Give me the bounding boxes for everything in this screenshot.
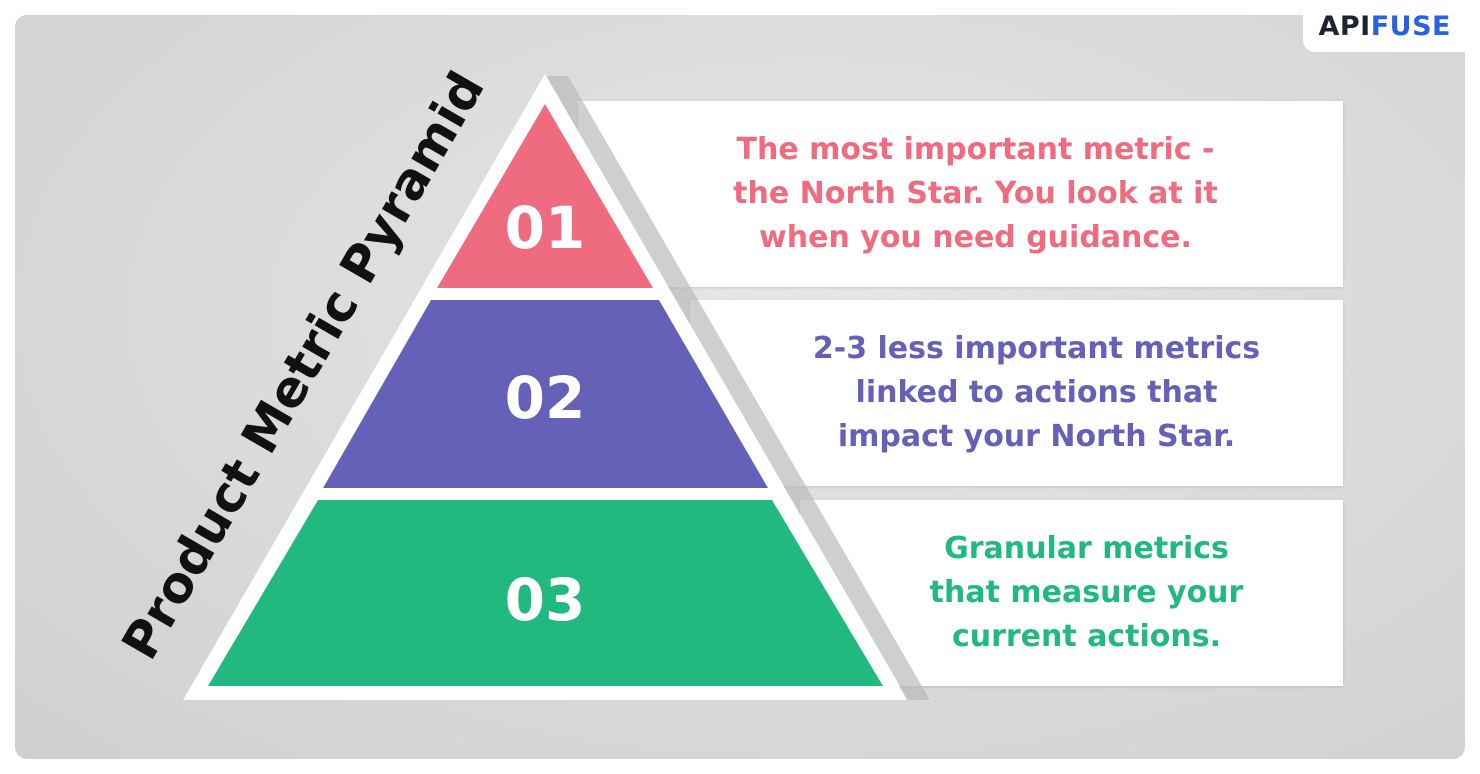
tier-2-description-line: linked to actions that [855, 375, 1218, 410]
tier-1-description: The most important metric - the North Sta… [733, 128, 1218, 260]
tier-2-description: 2-3 less important metrics linked to acti… [813, 327, 1260, 459]
tier-2-description-line: impact your North Star. [837, 419, 1236, 454]
tier-1-number: 01 [505, 194, 586, 262]
tier-3-description: Granular metrics that measure your current… [930, 527, 1244, 659]
tier-2-card: 2-3 less important metrics linked to acti… [690, 300, 1343, 486]
logo-text-api: API [1318, 10, 1371, 42]
apifuse-logo: API FUSE [1302, 0, 1465, 52]
tier-1-description-line: The most important metric - [736, 132, 1215, 167]
pyramid-shadow [546, 76, 930, 700]
tier-1-description-line: the North Star. You look at it [733, 176, 1218, 211]
tier-3-card: Granular metrics that measure your current… [800, 500, 1343, 686]
tier-2-trapezoid [323, 300, 768, 488]
tier-3-description-line: current actions. [951, 619, 1222, 654]
tier-3-trapezoid [208, 500, 883, 686]
tier-1-description-line: when you need guidance. [759, 220, 1192, 255]
tier-2-number: 02 [505, 364, 586, 432]
tier-3-description-line: that measure your [929, 575, 1244, 610]
tier-2-description-line: 2-3 less important metrics [812, 331, 1261, 366]
tier-3-number: 03 [505, 566, 586, 634]
tier-3-description-line: Granular metrics [944, 531, 1229, 566]
tier-1-triangle [437, 104, 653, 288]
logo-text-fuse: FUSE [1370, 10, 1451, 42]
tier-1-card: The most important metric - the North Sta… [578, 101, 1343, 287]
